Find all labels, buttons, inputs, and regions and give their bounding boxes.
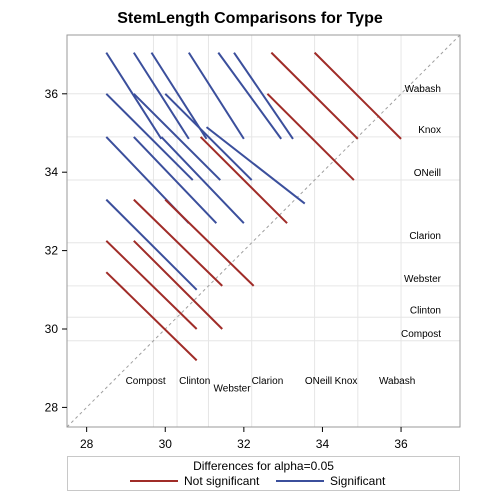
segment-significant [133,93,221,181]
segment-significant [132,52,190,140]
bottom-group-label: Clinton [179,376,210,387]
comparison-segments [105,51,402,362]
segment-significant [160,136,245,224]
plot-frame [66,34,461,428]
legend-label-significant: Significant [330,474,386,488]
bottom-group-label: Webster [214,384,252,395]
segment-not-significant [270,51,359,140]
side-group-label: Compost [401,329,441,340]
segment-not-significant [199,136,288,224]
side-group-label: Clinton [410,305,441,316]
segment-not-significant [133,240,223,330]
bottom-group-label: ONeill [305,376,332,387]
segment-not-significant [164,198,255,287]
segment-not-significant [105,271,198,362]
legend-swatch-significant [276,480,324,482]
bottom-group-label: Knox [335,376,358,387]
side-group-label: Webster [404,274,442,285]
legend-title: Differences for alpha=0.05 [193,459,334,473]
segment-not-significant [133,198,223,287]
legend-swatch-not-significant [130,480,178,482]
y-tick-label: 34 [45,165,59,179]
legend-label-not-significant: Not significant [184,474,260,488]
side-group-label: Wabash [405,84,441,95]
y-tick-label: 36 [45,87,59,101]
axes: 28 30 32 34 36 28 30 32 34 36 [45,87,408,451]
side-group-label: Clarion [409,231,441,242]
legend-item-not-significant: Not significant [130,474,259,488]
y-tick-label: 32 [45,244,59,258]
y-tick-label: 30 [45,322,59,336]
x-tick-label: 30 [159,437,173,451]
y-tick-label: 28 [45,400,59,414]
segment-significant [133,136,218,224]
segment-significant [233,52,294,140]
reference-diagonal [66,34,461,428]
segment-significant [187,52,245,140]
legend: Differences for alpha=0.05 Not significa… [67,456,460,491]
segment-significant [217,52,282,140]
legend-item-significant: Significant [276,474,385,488]
segment-not-significant [266,93,355,181]
segment-significant [105,198,198,291]
segment-not-significant [105,240,198,330]
side-group-label: ONeill [414,168,441,179]
chart-title: StemLength Comparisons for Type [117,10,383,27]
x-tick-label: 32 [237,437,251,451]
bottom-group-label: Wabash [379,376,415,387]
bottom-group-label: Clarion [252,376,284,387]
bottom-group-label: Compost [126,376,166,387]
segment-significant [105,93,194,181]
grid-lines [67,35,460,427]
x-tick-label: 34 [316,437,330,451]
side-group-label: Knox [418,125,441,136]
segment-significant [105,52,163,140]
segment-not-significant [313,51,402,140]
segment-significant [205,126,306,205]
x-tick-label: 28 [80,437,94,451]
x-tick-label: 36 [394,437,408,451]
segment-significant [164,93,253,181]
